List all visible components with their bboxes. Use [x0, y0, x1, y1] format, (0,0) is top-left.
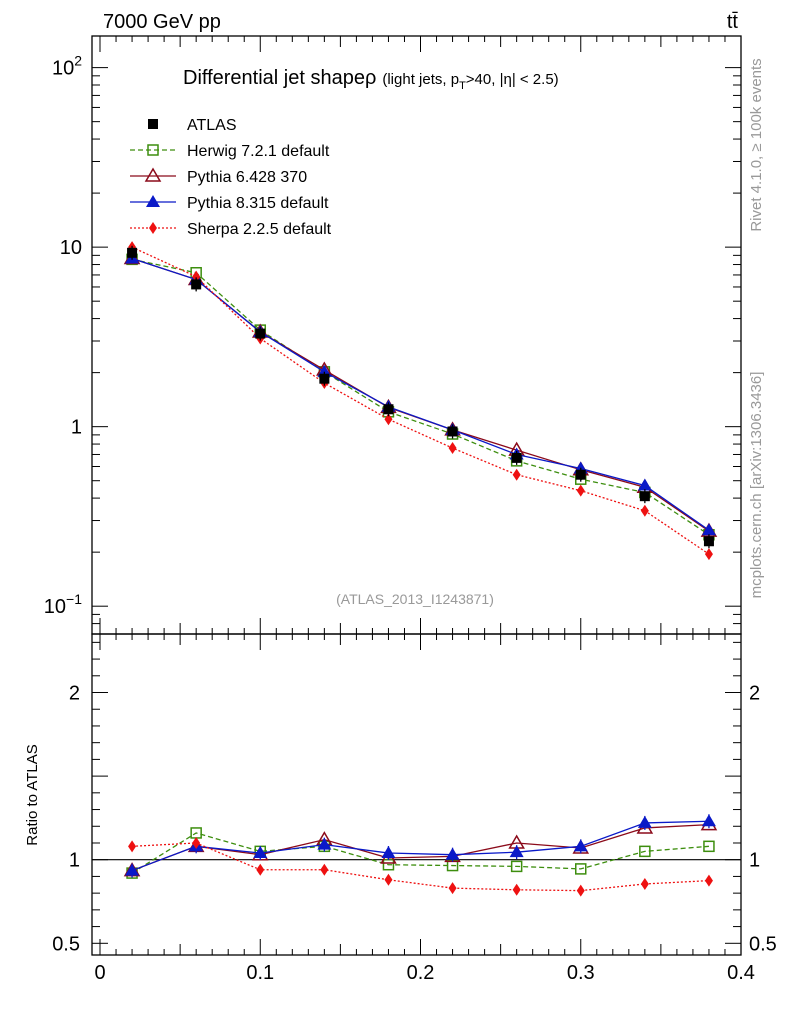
chart-title-rho: ρ: [365, 67, 376, 89]
legend-label-pythia-8-315-default: Pythia 8.315 default: [187, 195, 329, 212]
ratio-sherpa-2-2-5-default-point: [640, 877, 649, 890]
legend-label-herwig-7-2-1-default: Herwig 7.2.1 default: [187, 143, 330, 160]
top-atlas-point: [319, 373, 330, 384]
chart-title-main: Differential jet shape: [183, 67, 365, 89]
ratio-pythia-8-315-default-point: [445, 847, 460, 860]
ratio-sherpa-2-2-5-default-point: [320, 863, 329, 876]
ratio-sherpa-2-2-5-default-point: [256, 863, 265, 876]
top-sherpa-2-2-5-default-point: [512, 468, 521, 481]
ratio-sherpa-2-2-5-default-point: [512, 883, 521, 896]
ratio-pythia-8-315-default-point: [637, 815, 652, 828]
ratio-sherpa-2-2-5-default-line: [132, 842, 709, 892]
x-tick-label: 0.3: [567, 962, 595, 984]
ratio-sherpa-2-2-5-default-point: [704, 874, 713, 887]
ratio-sherpa-2-2-5-default-point: [448, 882, 457, 895]
ratio-herwig-7-2-1-default-point: [639, 845, 651, 858]
ratio-pythia-8-315-default-point: [125, 863, 140, 876]
rivet-version-label: Rivet 4.1.0, ≥ 100k events: [748, 58, 765, 231]
x-tick-label: 0.4: [727, 962, 755, 984]
top-sherpa-2-2-5-default-point: [384, 413, 393, 426]
top-pythia-8-315-default-point: [701, 523, 716, 536]
top-atlas-point: [703, 536, 714, 547]
x-tick-label: 0.1: [246, 962, 274, 984]
ratio-pythia-8-315-default-point: [701, 814, 716, 827]
top-atlas-point: [575, 469, 586, 480]
y-tick-label-exponent: 2: [74, 53, 82, 69]
ratio-y-tick-label-right: 1: [749, 850, 760, 872]
legend-marker-sherpa-2-2-5-default: [149, 222, 157, 234]
top-atlas-point: [639, 491, 650, 502]
ratio-herwig-7-2-1-default-point: [510, 860, 523, 873]
top-sherpa-2-2-5-default-point: [704, 548, 713, 561]
y-tick-label: 10−1: [44, 591, 82, 618]
top-pythia-8-315-default-line: [131, 257, 710, 531]
x-tick-label: 0: [94, 962, 105, 984]
chart-title-cond-sub: T: [459, 80, 466, 92]
legend-marker-pythia-6-428-370: [144, 167, 162, 182]
top-atlas-point: [511, 452, 522, 463]
ratio-pythia-8-315-default-line: [131, 820, 709, 872]
y-tick-label-base: 10: [60, 237, 82, 259]
ratio-y-tick-label: 2: [69, 683, 80, 705]
top-herwig-7-2-1-default-line: [131, 258, 710, 536]
ratio-y-tick-label: 0.5: [52, 933, 80, 955]
top-atlas-point: [255, 328, 266, 339]
top-pythia-6-428-370-line: [131, 257, 710, 532]
bottom-panel: Ratio to ATLAS 0 0.1 0.2 0.3 0.4 2 2 1 1 0.5 0.5: [24, 633, 777, 984]
ratio-y-tick-label-right: 2: [749, 683, 760, 705]
ratio-y-tick-label: 1: [69, 850, 80, 872]
header-process-label: tt̄: [727, 11, 739, 33]
top-atlas-point: [447, 426, 458, 437]
top-panel: Differential jet shapeρ (light jets, pT>4…: [44, 35, 742, 635]
chart-title: Differential jet shapeρ (light jets, pT>4…: [183, 67, 559, 92]
chart-title-cond-1: (light jets, p: [382, 71, 459, 88]
ratio-pythia-8-315-default-point: [253, 846, 268, 859]
legend-marker-herwig-7-2-1-default: [147, 144, 159, 156]
ratio-sherpa-2-2-5-default-point: [192, 836, 201, 849]
y-tick-label: 102: [52, 53, 82, 80]
ratio-pythia-8-315-default-point: [573, 839, 588, 852]
x-tick-label: 0.2: [407, 962, 435, 984]
top-atlas-point: [127, 247, 138, 258]
header-energy-label: 7000 GeV pp: [103, 11, 221, 33]
y-tick-label: 1: [71, 417, 82, 439]
y-tick-label-exponent: −1: [66, 591, 82, 607]
y-tick-label-base: 10: [44, 596, 66, 618]
top-atlas-point: [383, 404, 394, 415]
legend-label-sherpa-2-2-5-default: Sherpa 2.2.5 default: [187, 221, 332, 238]
top-atlas-point: [191, 279, 202, 290]
y-tick-label-base: 1: [71, 417, 82, 439]
top-sherpa-2-2-5-default-point: [640, 504, 649, 517]
chart-title-cond-2: >40, |η| < 2.5): [466, 71, 559, 88]
ratio-pythia-8-315-default-point: [509, 845, 524, 858]
y-tick-label: 10: [60, 237, 82, 259]
ratio-herwig-7-2-1-default-point: [575, 863, 587, 875]
analysis-id-label: (ATLAS_2013_I1243871): [336, 591, 494, 607]
ratio-pythia-6-428-370-line: [131, 823, 709, 872]
ratio-herwig-7-2-1-default-point: [703, 840, 715, 853]
ratio-pythia-8-315-default-point: [317, 837, 332, 850]
top-sherpa-2-2-5-default-line: [131, 246, 710, 555]
ratio-pythia-8-315-default-point: [381, 846, 396, 859]
legend-marker-atlas: [148, 119, 158, 129]
top-sherpa-2-2-5-default-point: [448, 442, 457, 455]
legend-label-pythia-6-428-370: Pythia 6.428 370: [187, 169, 307, 186]
ratio-sherpa-2-2-5-default-point: [128, 840, 137, 853]
mcplots-label: mcplots.cern.ch [arXiv:1306.3436]: [748, 372, 765, 599]
bottom-frame: [91, 633, 742, 956]
ratio-sherpa-2-2-5-default-point: [384, 873, 393, 886]
top-pythia-8-315-default-point: [637, 478, 652, 491]
ratio-herwig-7-2-1-default-line: [131, 832, 710, 874]
legend-marker-pythia-8-315-default: [146, 195, 160, 207]
y-tick-label-base: 10: [52, 58, 74, 80]
top-sherpa-2-2-5-default-point: [576, 484, 585, 497]
legend-label-atlas: ATLAS: [187, 117, 237, 134]
ratio-y-tick-label-right: 0.5: [749, 933, 777, 955]
ratio-axis-label: Ratio to ATLAS: [24, 744, 41, 845]
legend: ATLAS Herwig 7.2.1 default Pythia 6.428 37…: [130, 117, 332, 238]
ratio-sherpa-2-2-5-default-point: [576, 884, 585, 897]
